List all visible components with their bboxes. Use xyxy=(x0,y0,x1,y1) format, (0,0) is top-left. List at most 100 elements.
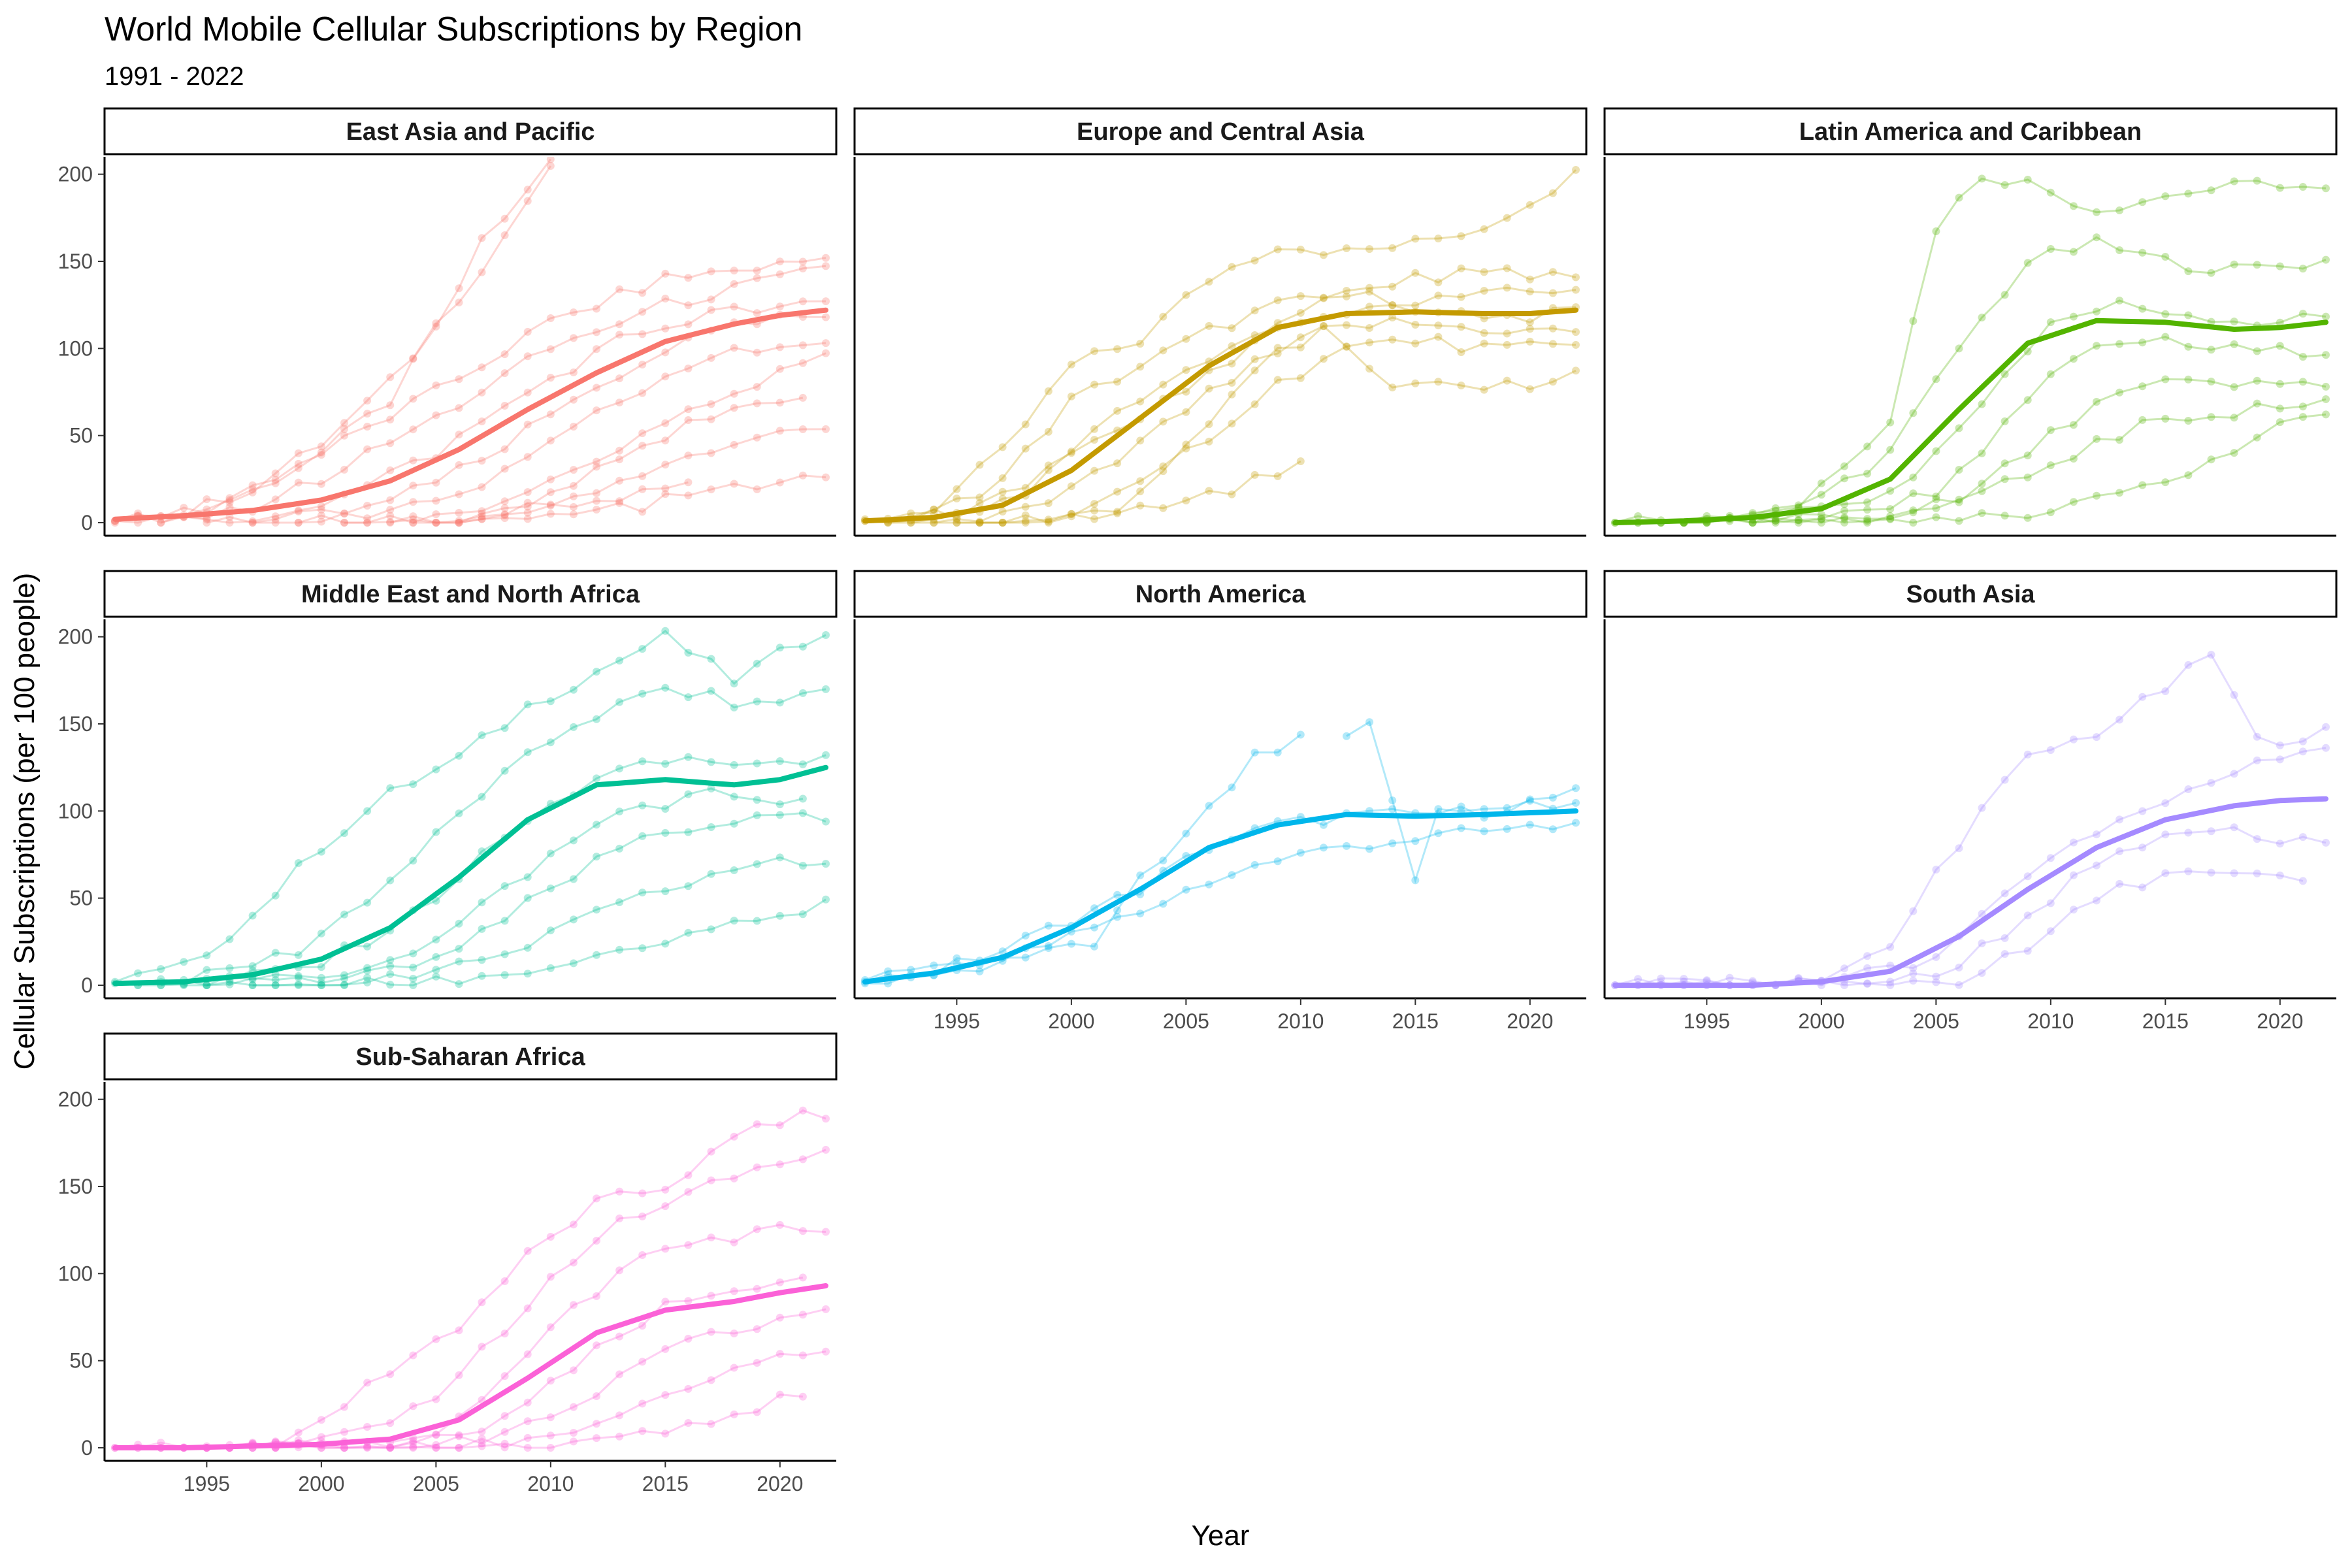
country-point xyxy=(1205,278,1213,286)
country-point xyxy=(1067,510,1075,518)
country-point xyxy=(2138,481,2147,489)
country-point xyxy=(546,314,555,322)
country-point xyxy=(1090,515,1098,523)
country-point xyxy=(615,1266,624,1275)
country-point xyxy=(1296,457,1305,465)
country-point xyxy=(707,485,715,494)
country-point xyxy=(1044,387,1053,395)
country-point xyxy=(661,1185,670,1194)
country-point xyxy=(638,389,647,397)
country-point xyxy=(294,478,302,487)
country-point xyxy=(615,320,624,329)
country-point xyxy=(638,442,647,450)
country-point xyxy=(203,495,211,504)
country-point xyxy=(248,962,257,970)
country-point xyxy=(2298,747,2307,756)
country-point xyxy=(822,253,830,262)
country-point xyxy=(1365,302,1374,311)
country-point xyxy=(2298,353,2307,361)
country-point xyxy=(615,808,624,816)
country-point xyxy=(907,966,915,974)
country-point xyxy=(975,967,984,975)
country-point xyxy=(569,334,578,342)
country-point xyxy=(1296,246,1305,253)
country-line xyxy=(114,687,826,987)
country-line xyxy=(115,1149,826,1449)
country-point xyxy=(2161,687,2170,695)
country-point xyxy=(478,234,486,242)
country-point xyxy=(340,419,348,427)
country-point xyxy=(1343,287,1350,295)
country-point xyxy=(2001,512,2009,520)
country-point xyxy=(953,485,961,493)
country-point xyxy=(1978,174,1986,183)
country-point xyxy=(569,875,578,883)
country-point xyxy=(707,1233,715,1242)
country-point xyxy=(822,425,830,433)
country-point xyxy=(593,489,600,497)
country-point xyxy=(386,876,395,885)
country-point xyxy=(432,497,440,505)
x-tick-label: 2000 xyxy=(1798,1009,1844,1033)
country-point xyxy=(684,405,693,414)
country-point xyxy=(455,1326,463,1335)
country-point xyxy=(615,446,624,455)
country-point xyxy=(730,389,738,398)
country-point xyxy=(523,515,532,523)
country-point xyxy=(455,751,463,760)
country-point xyxy=(478,792,486,801)
country-point xyxy=(478,512,486,521)
country-line xyxy=(184,811,826,987)
country-point xyxy=(478,507,486,515)
country-point xyxy=(478,388,486,397)
country-point xyxy=(1634,512,1642,520)
country-line xyxy=(1660,870,2304,987)
country-point xyxy=(409,482,417,490)
country-point xyxy=(1343,292,1350,301)
country-point xyxy=(317,847,325,856)
country-point xyxy=(2207,269,2215,277)
country-point xyxy=(2253,835,2261,843)
country-point xyxy=(500,1428,509,1436)
country-point xyxy=(500,350,509,359)
country-point xyxy=(1480,268,1488,276)
country-point xyxy=(661,939,670,948)
country-point xyxy=(432,319,440,327)
country-line xyxy=(206,856,826,987)
country-point xyxy=(1365,245,1374,253)
country-point xyxy=(1365,284,1374,292)
country-point xyxy=(1365,365,1374,373)
country-point xyxy=(730,760,738,769)
country-point xyxy=(730,440,738,449)
country-point xyxy=(753,860,761,868)
country-point xyxy=(661,627,670,635)
country-point xyxy=(1296,292,1305,301)
country-point xyxy=(248,519,257,527)
country-point xyxy=(225,498,234,506)
country-point xyxy=(684,416,693,424)
y-tick-label: 100 xyxy=(58,336,93,360)
country-point xyxy=(1388,839,1397,847)
country-point xyxy=(271,495,280,504)
country-point xyxy=(822,860,830,868)
country-point xyxy=(1771,519,1780,527)
country-point xyxy=(2046,245,2055,253)
country-point xyxy=(2161,830,2170,839)
country-point xyxy=(248,911,257,920)
country-point xyxy=(1159,504,1168,512)
country-point xyxy=(1863,979,1872,988)
country-point xyxy=(2207,651,2215,659)
country-point xyxy=(998,947,1007,956)
country-point xyxy=(593,906,600,914)
country-point xyxy=(1932,978,1940,987)
country-point xyxy=(203,981,211,989)
panel-europe-and-central-asia: Europe and Central Asia xyxy=(853,107,1588,537)
country-point xyxy=(615,498,624,507)
country-point xyxy=(2093,491,2100,500)
country-point xyxy=(776,427,784,435)
country-point xyxy=(2046,854,2055,862)
country-point xyxy=(294,507,302,515)
strip-label: North America xyxy=(1135,581,1306,608)
country-point xyxy=(1572,367,1580,375)
country-point xyxy=(593,1237,600,1245)
